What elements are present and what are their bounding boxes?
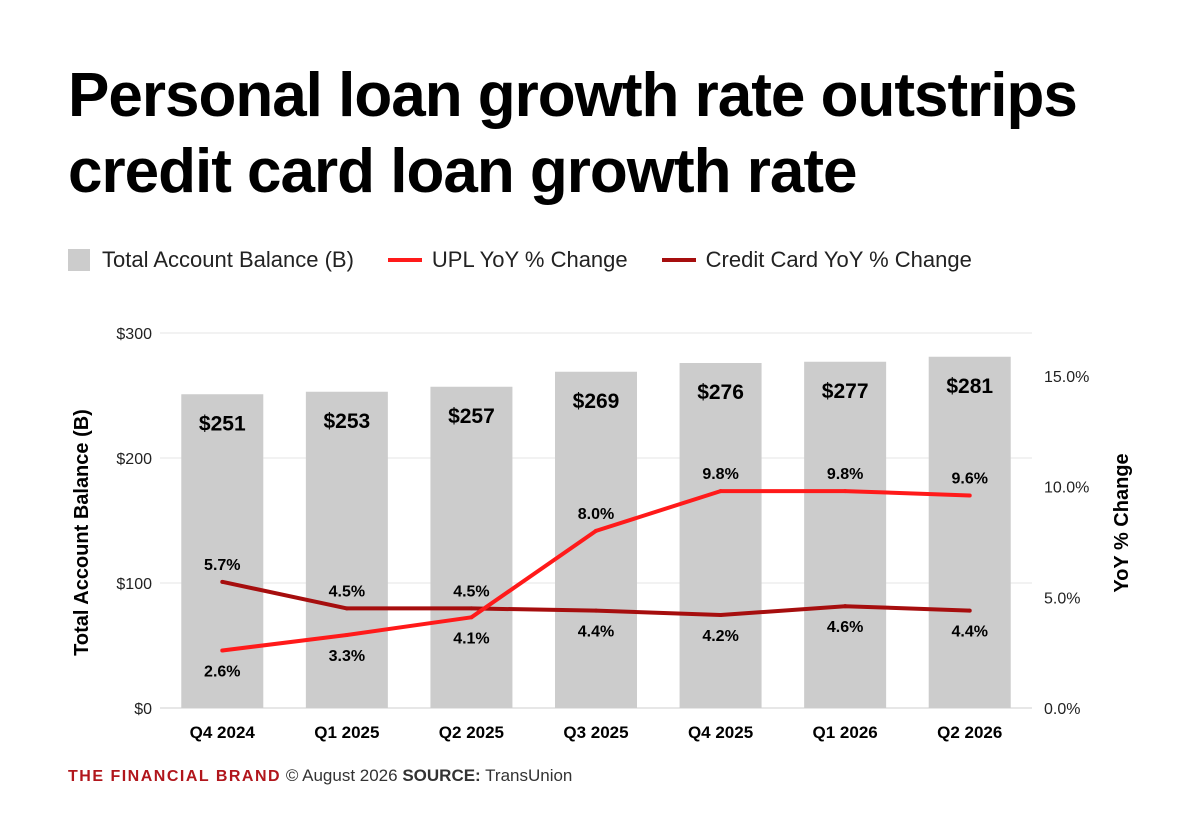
upl-data-label: 9.8% [827, 466, 863, 483]
y2-tick-label: 5.0% [1044, 590, 1080, 607]
upl-point [843, 489, 848, 494]
legend-item-credit-card: Credit Card YoY % Change [661, 247, 972, 273]
footer: THE FINANCIAL BRAND © August 2026 SOURCE… [68, 766, 572, 786]
upl-data-label: 4.1% [453, 630, 489, 647]
bar-q1-2026 [804, 361, 887, 708]
upl-point [344, 632, 349, 637]
x-tick-label: Q2 2025 [439, 723, 504, 742]
credit-card-point [718, 613, 723, 618]
upl-point [718, 489, 723, 494]
y-tick-label: $200 [116, 451, 152, 468]
legend-item-upl: UPL YoY % Change [387, 247, 628, 273]
y-tick-label: $100 [116, 576, 152, 593]
y-tick-label: $0 [134, 701, 152, 718]
y-axis-title: Total Account Balance (B) [71, 409, 93, 656]
upl-data-label: 2.6% [204, 663, 240, 680]
credit-card-point [220, 579, 225, 584]
chart-title-line-2: credit card loan growth rate [68, 137, 858, 206]
source-label: SOURCE: [402, 766, 481, 785]
legend-label-balance: Total Account Balance (B) [102, 247, 354, 272]
y2-axis-title: YoY % Change [1111, 453, 1133, 592]
credit-card-point [843, 604, 848, 609]
source-text: TransUnion [480, 766, 573, 785]
x-tick-label: Q3 2025 [563, 723, 628, 742]
upl-point [967, 493, 972, 498]
legend-swatch-balance [68, 249, 90, 271]
credit-card-data-label: 4.5% [453, 583, 489, 600]
upl-data-label: 3.3% [329, 648, 365, 665]
y2-tick-label: 0.0% [1044, 701, 1080, 718]
bar-q2-2025 [430, 386, 513, 708]
x-tick-label: Q1 2026 [813, 723, 878, 742]
bar-value-label: $276 [697, 381, 744, 404]
legend-label-credit-card: Credit Card YoY % Change [705, 247, 972, 272]
credit-card-data-label: 4.4% [578, 624, 614, 641]
legend-label-upl: UPL YoY % Change [431, 247, 628, 272]
brand-logo-text: THE FINANCIAL BRAND [68, 768, 282, 785]
credit-card-data-label: 4.2% [702, 628, 738, 645]
bar-value-label: $281 [946, 375, 993, 398]
upl-data-label: 9.8% [702, 466, 738, 483]
x-tick-label: Q4 2024 [190, 723, 256, 742]
bar-value-label: $277 [822, 380, 869, 403]
y2-tick-label: 10.0% [1044, 480, 1089, 497]
copyright-text: © August 2026 [281, 766, 403, 785]
chart-title-line-1: Personal loan growth rate outstrips [68, 61, 1078, 130]
upl-data-label: 8.0% [578, 506, 614, 523]
legend-item-balance: Total Account Balance (B) [68, 247, 354, 273]
bar-value-label: $257 [448, 405, 495, 428]
x-tick-label: Q2 2026 [937, 723, 1002, 742]
credit-card-data-label: 4.5% [329, 583, 365, 600]
chart-title: Personal loan growth rate outstrips cred… [68, 58, 1168, 210]
bar-q4-2024 [181, 394, 264, 708]
credit-card-data-label: 4.4% [951, 624, 987, 641]
chart-legend: Total Account Balance (B) UPL YoY % Chan… [68, 246, 1006, 274]
upl-point [594, 528, 598, 533]
bar-value-label: $269 [573, 390, 620, 413]
bar-q3-2025 [555, 371, 637, 708]
credit-card-point [469, 606, 474, 611]
credit-card-point [344, 606, 349, 611]
credit-card-data-label: 5.7% [204, 557, 240, 574]
upl-data-label: 9.6% [951, 471, 987, 488]
bar-value-label: $253 [323, 410, 370, 433]
credit-card-point [967, 608, 972, 613]
y-tick-label: $300 [116, 326, 152, 343]
bar-value-label: $251 [199, 412, 246, 435]
bar-q4-2025 [679, 363, 762, 708]
y2-tick-label: 15.0% [1044, 369, 1089, 386]
bar-q2-2026 [928, 356, 1011, 708]
x-tick-label: Q4 2025 [688, 723, 753, 742]
legend-swatch-upl [387, 258, 422, 262]
upl-point [469, 615, 474, 620]
credit-card-data-label: 4.6% [827, 619, 863, 636]
legend-swatch-credit-card [661, 258, 696, 262]
bar-q1-2025 [305, 391, 388, 708]
x-tick-label: Q1 2025 [314, 723, 379, 742]
upl-point [220, 648, 225, 653]
credit-card-point [594, 608, 598, 613]
